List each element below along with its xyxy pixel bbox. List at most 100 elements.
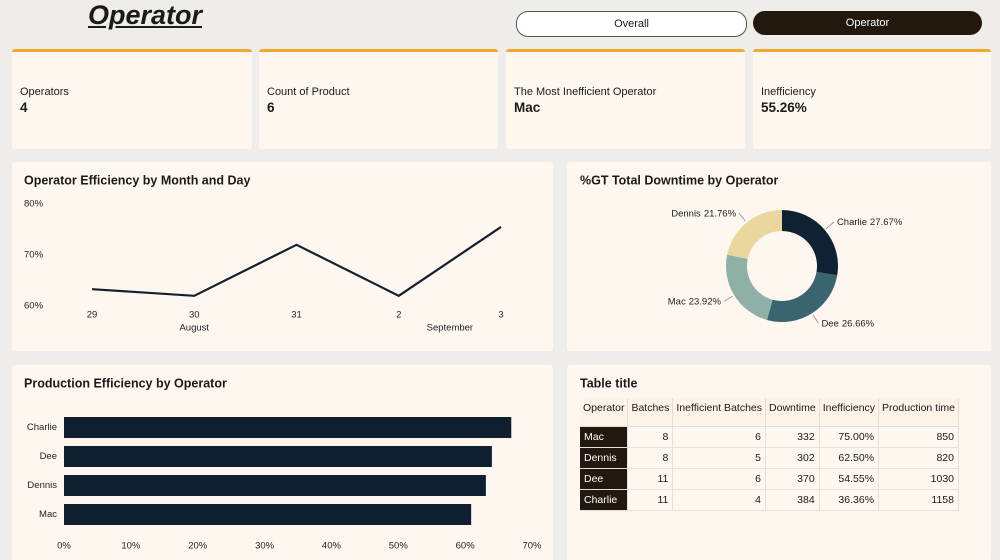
chart-title: Production Efficiency by Operator xyxy=(24,376,227,390)
operator-cell: Mac xyxy=(580,426,629,448)
kpi-label: The Most Inefficient Operator xyxy=(514,86,657,98)
y-tick-label: 70% xyxy=(24,250,44,261)
x-tick-label: 70% xyxy=(522,541,542,552)
y-tick-label: 80% xyxy=(24,199,44,210)
pie-label-value: 27.67% xyxy=(870,217,903,228)
bar xyxy=(64,446,492,467)
y-tick-label: Mac xyxy=(39,509,57,520)
column-header: Downtime xyxy=(765,398,820,427)
table-title: Table title xyxy=(580,376,637,390)
table-cell: 11 xyxy=(627,468,674,490)
bar xyxy=(64,417,512,438)
x-tick-label: 10% xyxy=(121,541,141,552)
x-tick-label: 0% xyxy=(57,541,71,552)
chart-title: Operator Efficiency by Month and Day xyxy=(24,173,250,187)
month-label: August xyxy=(179,323,209,334)
pie-slice xyxy=(727,210,782,259)
x-tick-label: 50% xyxy=(389,541,409,552)
table-cell: 36.36% xyxy=(819,489,880,511)
pie-slice xyxy=(726,254,773,320)
bar xyxy=(64,475,486,496)
table-cell: 54.55% xyxy=(819,468,880,490)
pie-label: Dee 26.66% xyxy=(821,318,874,329)
table-row: Charlie 11 4 384 36.36% 1158 xyxy=(580,489,959,511)
leader-line xyxy=(812,314,819,324)
kpi-value: Mac xyxy=(514,100,541,115)
kpi-value: 55.26% xyxy=(761,100,807,115)
table-row: Mac 8 6 332 75.00% 850 xyxy=(580,426,959,448)
table-cell: 5 xyxy=(672,447,767,469)
table-cell: 302 xyxy=(765,447,820,469)
table-cell: 62.50% xyxy=(819,447,880,469)
operator-cell: Dennis xyxy=(580,447,629,469)
kpi-value: 6 xyxy=(267,100,275,115)
y-tick-label: Dennis xyxy=(27,480,57,491)
operator-cell: Charlie xyxy=(580,489,629,511)
line-card xyxy=(12,162,553,351)
table-cell: 850 xyxy=(878,426,959,448)
pie-label: Charlie 27.67% xyxy=(837,217,903,228)
leader-line xyxy=(826,221,835,229)
line xyxy=(91,226,502,298)
table-row: Dee 11 6 370 54.55% 1030 xyxy=(580,468,959,490)
x-tick-label: 40% xyxy=(322,541,342,552)
pie-label-name: Dee xyxy=(821,318,838,329)
y-tick-label: 60% xyxy=(24,301,44,312)
table-cell: 370 xyxy=(765,468,820,490)
operator-cell: Dee xyxy=(580,468,629,490)
pie-label-name: Dennis xyxy=(671,208,701,219)
table-cell: 75.00% xyxy=(819,426,880,448)
kpi-card: Operators 4 xyxy=(12,49,252,149)
table-cell: 4 xyxy=(672,489,767,511)
kpi-label: Inefficiency xyxy=(761,86,816,98)
column-header: Inefficient Batches xyxy=(672,398,767,427)
pie-label-name: Mac xyxy=(668,296,686,307)
data-table: Operator Batches Inefficient Batches Downti… xyxy=(580,398,959,511)
pie-slice xyxy=(782,210,838,276)
column-header: Inefficiency xyxy=(819,398,880,427)
kpi-label: Count of Product xyxy=(267,86,350,98)
x-tick-label: 20% xyxy=(188,541,208,552)
y-tick-label: Charlie xyxy=(27,422,57,433)
column-header: Batches xyxy=(627,398,674,427)
table-cell: 6 xyxy=(672,426,767,448)
column-header: Production time xyxy=(878,398,959,427)
bar xyxy=(64,504,472,525)
table-cell: 1158 xyxy=(878,489,959,511)
column-header: Operator xyxy=(580,398,629,427)
kpi-card: The Most Inefficient Operator Mac xyxy=(506,49,745,149)
kpi-card: Inefficiency 55.26% xyxy=(753,49,991,149)
nav-button[interactable]: Operator xyxy=(753,11,982,35)
page-title: Operator xyxy=(88,0,203,30)
table-cell: 1030 xyxy=(878,468,959,490)
x-tick-label: 31 xyxy=(291,310,302,321)
table-cell: 8 xyxy=(627,447,674,469)
pie-label-name: Charlie xyxy=(837,217,867,228)
table-cell: 332 xyxy=(765,426,820,448)
pie-label-value: 23.92% xyxy=(689,296,722,307)
table-cell: 8 xyxy=(627,426,674,448)
kpi-label: Operators xyxy=(20,86,69,98)
table-row: Dennis 8 5 302 62.50% 820 xyxy=(580,447,959,469)
kpi-value: 4 xyxy=(20,100,28,115)
pie-label-value: 26.66% xyxy=(842,318,875,329)
table-cell: 6 xyxy=(672,468,767,490)
header-row: Operator Batches Inefficient Batches Downti… xyxy=(580,398,959,427)
chart-title: %GT Total Downtime by Operator xyxy=(580,173,779,187)
leader-line xyxy=(738,213,746,222)
leader-line xyxy=(723,295,733,302)
table-cell: 384 xyxy=(765,489,820,511)
x-tick-label: 30% xyxy=(255,541,275,552)
pie-label: Dennis 21.76% xyxy=(671,208,736,219)
table-cell: 11 xyxy=(627,489,674,511)
x-tick-label: 29 xyxy=(87,310,98,321)
x-tick-label: 60% xyxy=(456,541,476,552)
x-tick-label: 2 xyxy=(396,310,401,321)
pie-label-value: 21.76% xyxy=(704,208,737,219)
month-label: September xyxy=(427,323,473,334)
y-tick-label: Dee xyxy=(40,451,57,462)
pie-label: Mac 23.92% xyxy=(668,296,722,307)
nav-button[interactable]: Overall xyxy=(516,11,747,37)
